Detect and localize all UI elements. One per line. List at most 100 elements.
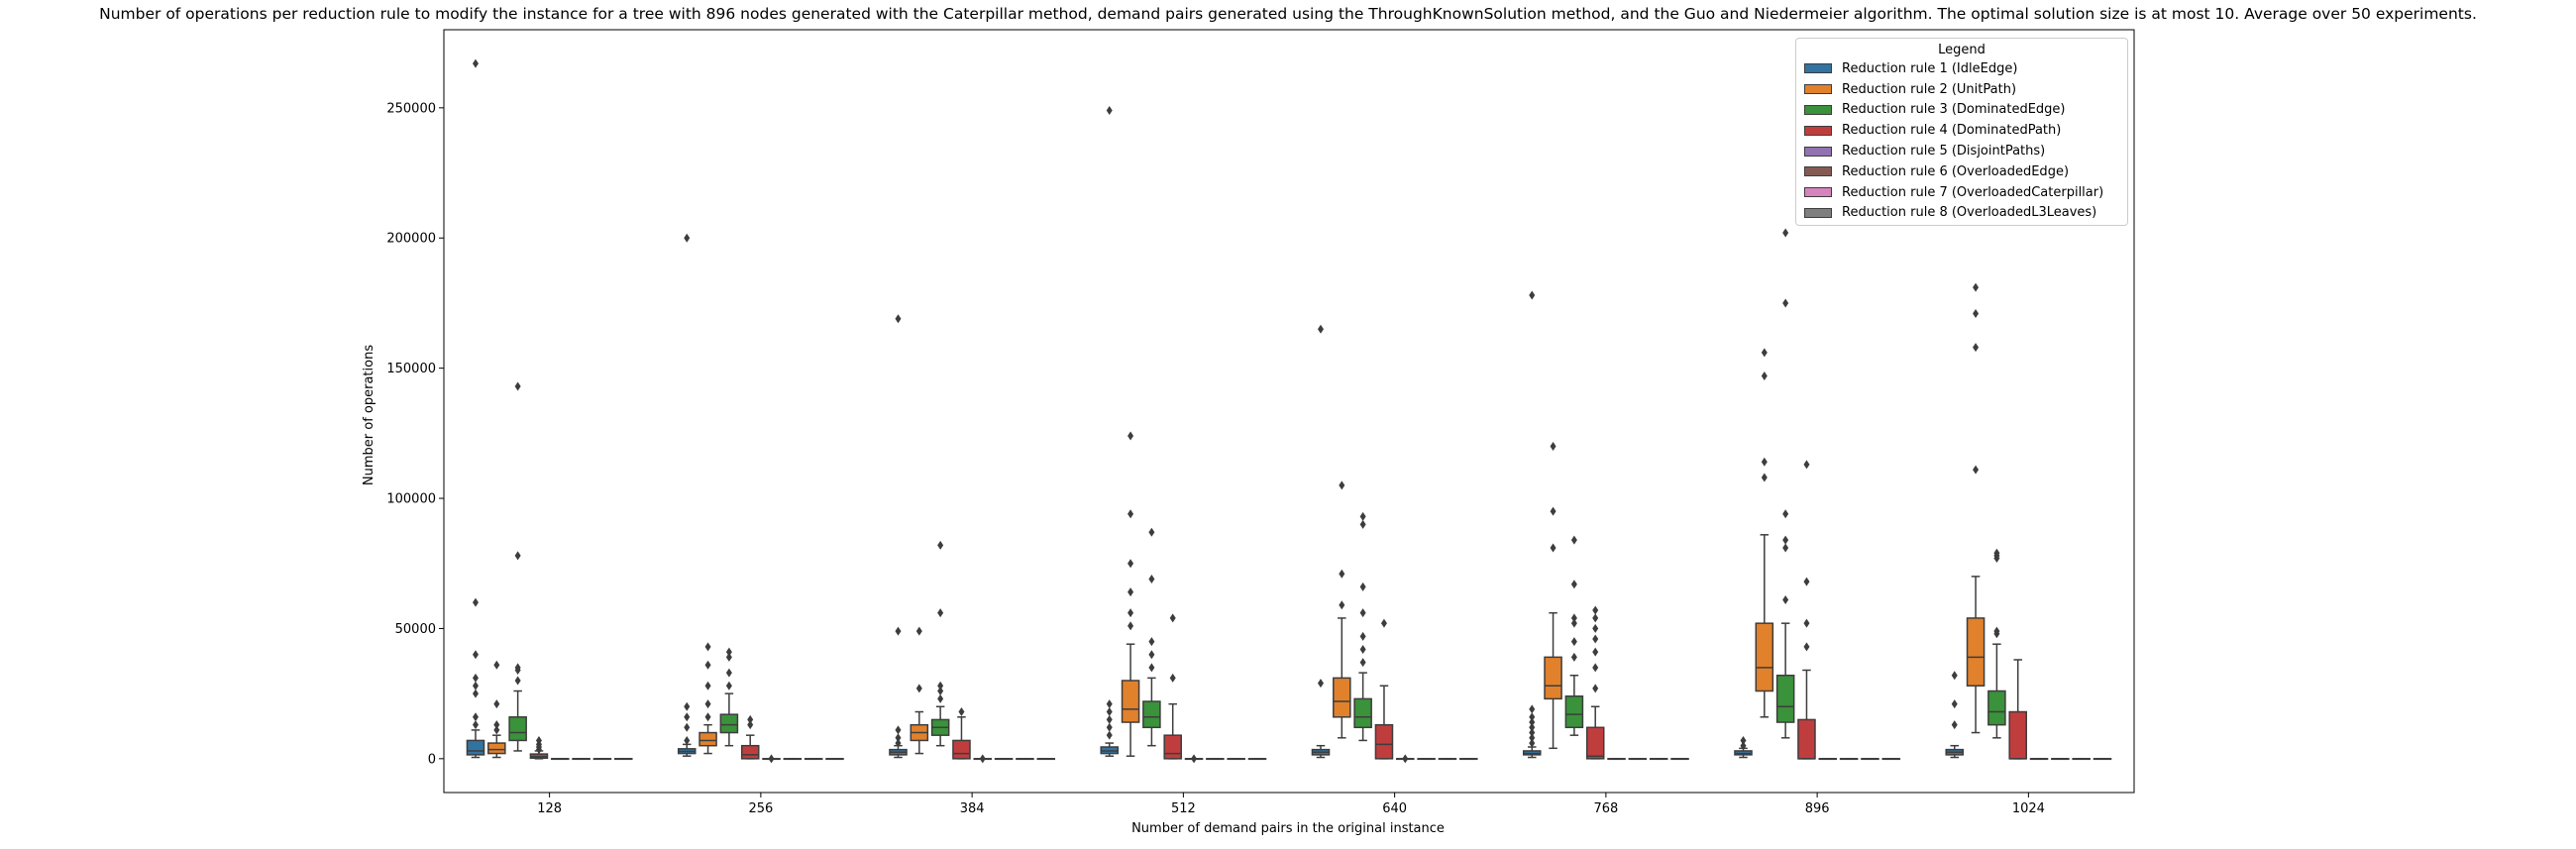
box-flier: [1339, 480, 1345, 490]
box-flier: [1761, 348, 1768, 358]
box-flier: [472, 58, 479, 68]
box-flier: [895, 733, 902, 743]
box-flier: [1359, 511, 1366, 521]
box-flier: [493, 699, 500, 709]
box-body: [1544, 656, 1562, 700]
box-flier: [747, 714, 754, 724]
box-flier: [1570, 618, 1577, 628]
y-tick-label: 50000: [395, 622, 436, 637]
box-flier: [1761, 371, 1768, 381]
legend-label: Reduction rule 4 (DominatedPath): [1842, 123, 2062, 139]
box-flier: [1951, 699, 1958, 709]
box-flier: [915, 626, 922, 636]
box-body: [2008, 710, 2027, 760]
legend-title: Legend: [1938, 43, 1986, 57]
box-flier: [937, 681, 944, 690]
x-tick-label: 640: [1382, 801, 1407, 816]
box-flier: [514, 663, 521, 673]
box-flier: [1550, 543, 1556, 553]
box-flier: [1529, 290, 1536, 300]
box-flier: [704, 712, 711, 722]
box-flier: [1529, 717, 1536, 727]
box-flier: [1127, 509, 1134, 519]
box-flier: [895, 626, 902, 636]
x-axis-label: Number of demand pairs in the original i…: [1131, 821, 1445, 836]
box-flier: [1782, 595, 1789, 605]
box-flier: [1127, 621, 1134, 631]
legend-label: Reduction rule 2 (UnitPath): [1842, 81, 2017, 97]
box-flier: [1782, 535, 1789, 545]
box-flier: [1973, 343, 1980, 353]
x-tick-label: 512: [1171, 801, 1196, 816]
box-flier: [1127, 587, 1134, 597]
box-flier: [1359, 631, 1366, 641]
box-flier: [535, 735, 542, 745]
box-flier: [514, 381, 521, 391]
legend-label: Reduction rule 3 (DominatedEdge): [1842, 102, 2066, 118]
legend-swatch: [1804, 146, 1832, 157]
box-flier: [725, 647, 732, 657]
box-flier: [1993, 626, 2000, 636]
legend-label: Reduction rule 5 (DisjointPaths): [1842, 144, 2046, 159]
legend-swatch: [1804, 63, 1832, 74]
x-tick-label: 256: [748, 801, 773, 816]
box-body: [1797, 718, 1816, 760]
box-body: [1142, 700, 1161, 729]
box-flier: [895, 725, 902, 735]
y-tick-label: 200000: [386, 232, 436, 247]
legend-item: Reduction rule 5 (DisjointPaths): [1796, 141, 2127, 161]
box-flier: [684, 722, 691, 732]
box-flier: [1550, 441, 1556, 451]
box-flier: [1106, 730, 1113, 740]
box-body: [1374, 723, 1394, 760]
box-flier: [958, 707, 965, 717]
box-flier: [725, 652, 732, 662]
legend-label: Reduction rule 6 (OverloadedEdge): [1842, 163, 2070, 179]
box-flier: [1803, 577, 1810, 586]
box-flier: [1550, 506, 1556, 516]
legend-swatch: [1804, 104, 1832, 115]
box-flier: [1127, 431, 1134, 441]
box-flier: [1570, 652, 1577, 662]
box-flier: [1380, 618, 1387, 628]
box-flier: [937, 687, 944, 696]
box-flier: [915, 684, 922, 693]
plot-area: 0 50000 100000 150000 200000 250000 128 256 384 5…: [386, 29, 2135, 816]
legend-swatch: [1804, 166, 1832, 177]
box-flier: [1529, 733, 1536, 743]
box-flier: [725, 681, 732, 690]
box-flier: [1191, 754, 1198, 764]
box-flier: [1529, 722, 1536, 732]
box-body: [1585, 726, 1605, 760]
box-flier: [493, 725, 500, 735]
box-flier: [1339, 569, 1345, 579]
box-flier: [1359, 608, 1366, 618]
box-body: [487, 742, 506, 755]
box-flier: [1803, 460, 1810, 470]
legend-label: Reduction rule 1 (IdleEdge): [1842, 60, 2018, 76]
box-flier: [684, 701, 691, 711]
box-flier: [1592, 647, 1599, 657]
x-tick-label: 128: [537, 801, 562, 816]
legend-item: Reduction rule 3 (DominatedEdge): [1796, 100, 2127, 121]
box-flier: [1782, 543, 1789, 553]
box-flier: [1106, 714, 1113, 724]
legend-item: Reduction rule 2 (UnitPath): [1796, 79, 2127, 100]
box-flier: [1592, 605, 1599, 615]
box-flier: [1402, 754, 1409, 764]
box-flier: [1782, 298, 1789, 308]
box-flier: [514, 551, 521, 561]
box-body: [952, 739, 971, 760]
box-flier: [472, 650, 479, 660]
box-flier: [1592, 663, 1599, 673]
chart-title: Number of operations per reduction rule …: [99, 5, 2477, 23]
legend-swatch: [1804, 125, 1832, 136]
box-flier: [1148, 575, 1155, 584]
box-flier: [1317, 324, 1324, 334]
box-flier: [1359, 582, 1366, 591]
box-flier: [704, 699, 711, 709]
box-flier: [704, 642, 711, 652]
legend-label: Reduction rule 8 (OverloadedL3Leaves): [1842, 205, 2097, 221]
box-flier: [725, 668, 732, 678]
box-flier: [1148, 650, 1155, 660]
